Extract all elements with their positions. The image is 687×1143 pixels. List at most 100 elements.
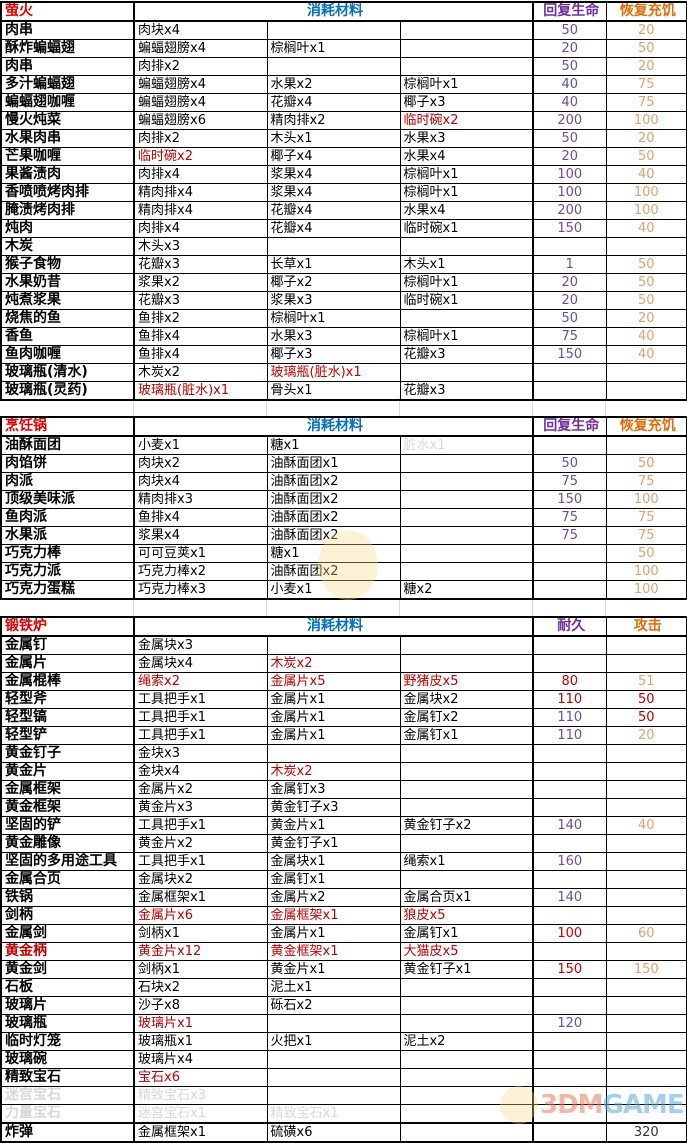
stat-value-1: 75 — [532, 327, 607, 346]
table-row: 玻璃片 沙子x8 砾石x2 — [0, 996, 687, 1015]
material-cell: 玻璃片x4 — [133, 1050, 268, 1069]
item-name: 玻璃瓶(清水) — [0, 363, 135, 382]
table-row: 油酥面团 小麦x1 糖x1 脏水x1 — [0, 435, 687, 455]
material-cell — [399, 472, 535, 491]
stat-value-2: 320 — [605, 1122, 687, 1143]
materials-header: 消耗材料 — [133, 1, 535, 22]
blank-row — [0, 398, 686, 416]
table-row: 多汁蝙蝠翅 蝙蝠翅膀x4 水果x2 棕榈叶x1 40 75 — [0, 75, 687, 94]
table-row: 香喷喷烤肉排 精肉排x4 浆果x4 棕榈叶x1 100 100 — [0, 183, 687, 202]
material-cell: 鱼排x2 — [133, 309, 268, 328]
material-cell: 金属片x1 — [266, 690, 401, 709]
item-name: 黄金钉子 — [0, 744, 135, 763]
stat-value-2: 50 — [605, 273, 687, 292]
item-name: 巧克力派 — [0, 562, 135, 581]
item-name: 临时灯笼 — [0, 1032, 135, 1051]
material-cell — [399, 1086, 535, 1105]
item-name: 猴子食物 — [0, 255, 135, 274]
stat-value-2: 75 — [605, 526, 687, 545]
watermark-logo: 3DMGAME — [540, 1090, 685, 1120]
table-row: 黄金框架 黄金片x3 黄金钉子x3 — [0, 798, 687, 817]
stat-value-1: 120 — [532, 1014, 607, 1033]
material-cell: 水果x3 — [266, 327, 401, 346]
material-cell: 金属钉x1 — [399, 726, 535, 745]
table-row: 精致宝石 宝石x6 — [0, 1068, 687, 1087]
table-row: 力量宝石 迷宫宝石x1 精致宝石x1 — [0, 1104, 687, 1124]
material-cell: 金属片x1 — [266, 726, 401, 745]
material-cell: 玻璃瓶(脏水)x1 — [133, 381, 268, 401]
stat-value-1 — [532, 744, 607, 763]
table-row: 炸弹 金属框架x1 硫磺x6 320 — [0, 1122, 687, 1143]
material-cell: 鱼排x4 — [133, 327, 268, 346]
stat-value-2: 75 — [605, 472, 687, 491]
item-name: 水果派 — [0, 526, 135, 545]
material-cell: 水果x2 — [266, 75, 401, 94]
stat-value-2: 50 — [605, 690, 687, 709]
item-name: 鱼肉咖喱 — [0, 345, 135, 364]
material-cell — [266, 20, 401, 40]
stat-value-1 — [532, 1068, 607, 1087]
material-cell: 砾石x2 — [266, 996, 401, 1015]
item-name: 炖煮浆果 — [0, 291, 135, 310]
item-name: 金属钉 — [0, 635, 135, 655]
material-cell: 金属框架x1 — [133, 1122, 268, 1143]
stat-value-1: 110 — [532, 708, 607, 727]
table-row: 肉派 肉块x4 油酥面团x2 75 75 — [0, 472, 687, 491]
item-name: 玻璃片 — [0, 996, 135, 1015]
stat-value-2: 50 — [605, 39, 687, 58]
stat-value-2 — [605, 906, 687, 925]
material-cell: 肉排x2 — [133, 129, 268, 148]
stat-value-1 — [532, 1122, 607, 1143]
item-name: 黄金片 — [0, 762, 135, 781]
material-cell: 花瓣x3 — [399, 381, 535, 401]
stat-value-2 — [605, 744, 687, 763]
material-cell — [399, 870, 535, 889]
material-cell: 金属块x1 — [266, 852, 401, 871]
mascot-watermark-icon — [318, 530, 378, 600]
stat-value-2: 20 — [605, 309, 687, 328]
material-cell: 精肉排x2 — [266, 111, 401, 130]
stat-value-2 — [605, 654, 687, 673]
item-name: 芒果咖喱 — [0, 147, 135, 166]
table-row: 炖煮浆果 花瓣x3 浆果x3 临时碗x1 20 50 — [0, 291, 687, 310]
material-cell: 棕榈叶x1 — [266, 309, 401, 328]
material-cell: 木头x1 — [266, 129, 401, 148]
material-cell: 剑柄x1 — [133, 924, 268, 943]
item-name: 肉串 — [0, 20, 135, 40]
material-cell: 水果x4 — [399, 147, 535, 166]
material-cell: 花瓣x4 — [266, 219, 401, 238]
item-name: 金属片 — [0, 654, 135, 673]
table-row: 黄金片 金块x4 木炭x2 — [0, 762, 687, 781]
stat-value-1: 20 — [532, 147, 607, 166]
item-name: 铁锅 — [0, 888, 135, 907]
material-cell: 金属片x6 — [133, 906, 268, 925]
stat-value-2: 51 — [605, 672, 687, 691]
stat-value-2: 60 — [605, 924, 687, 943]
material-cell: 椰子x3 — [399, 93, 535, 112]
material-cell: 绳索x1 — [399, 852, 535, 871]
stat-value-2: 50 — [605, 708, 687, 727]
material-cell: 肉块x4 — [133, 472, 268, 491]
material-cell — [399, 562, 535, 581]
stat-value-1 — [532, 237, 607, 256]
item-name: 水果奶昔 — [0, 273, 135, 292]
table-row: 金属合页 金属块x2 金属钉x1 — [0, 870, 687, 889]
material-cell: 肉块x2 — [133, 454, 268, 473]
material-cell: 蝙蝠翅膀x4 — [133, 75, 268, 94]
material-cell: 椰子x2 — [266, 273, 401, 292]
material-cell — [399, 798, 535, 817]
table-row: 猴子食物 花瓣x3 长草x1 木头x1 1 50 — [0, 255, 687, 274]
material-cell: 黄金片x12 — [133, 942, 268, 961]
item-name: 肉馅饼 — [0, 454, 135, 473]
stat-value-2: 20 — [605, 20, 687, 40]
stat-header-1: 回复生命 — [532, 1, 607, 22]
material-cell: 金属框架x1 — [133, 888, 268, 907]
material-cell: 油酥面团x2 — [266, 562, 401, 581]
material-cell: 黄金片x2 — [133, 834, 268, 853]
material-cell — [266, 237, 401, 256]
material-cell: 长草x1 — [266, 255, 401, 274]
table-row: 金属棍棒 绳索x2 金属片x5 野猪皮x5 80 51 — [0, 672, 687, 691]
material-cell: 临时碗x2 — [133, 147, 268, 166]
stat-value-2: 20 — [605, 726, 687, 745]
item-name: 炖肉 — [0, 219, 135, 238]
